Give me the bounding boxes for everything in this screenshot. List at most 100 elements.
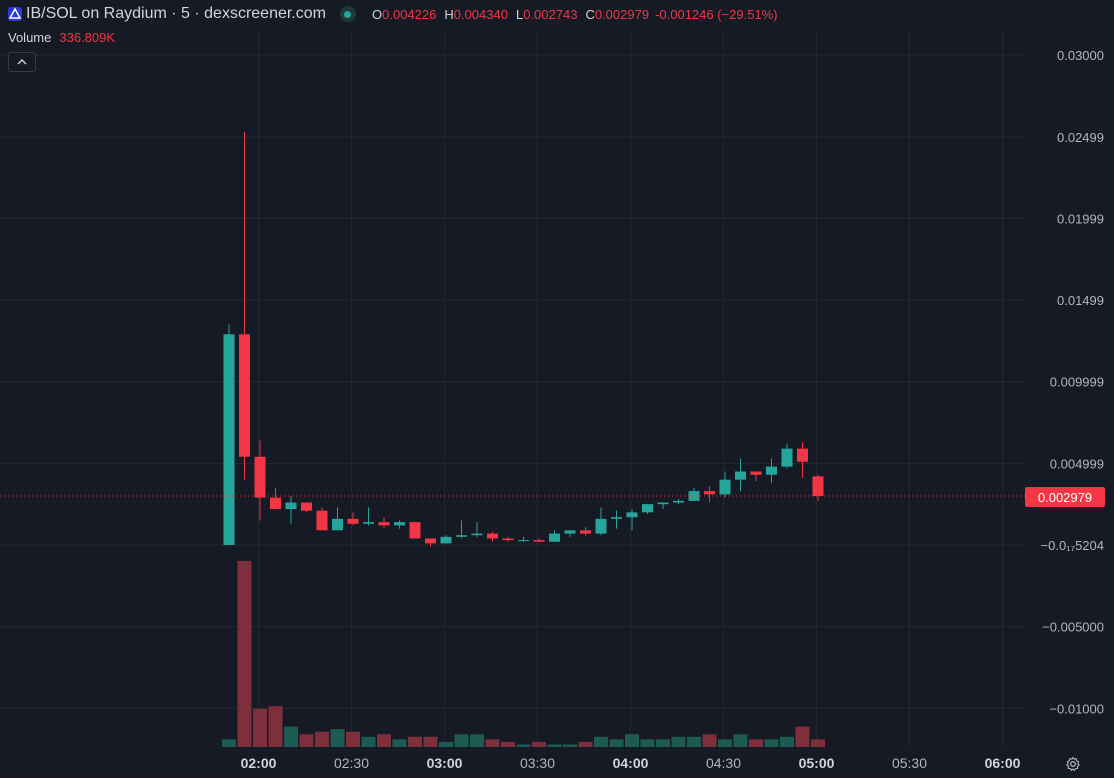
candle [642,504,653,514]
candle-body [270,497,281,510]
candle [487,531,498,542]
candle [363,507,374,526]
open-value: 0.004226 [382,6,437,22]
candle [285,496,297,524]
y-tick-label: 0.009999 [1050,375,1104,390]
gear-icon [1066,756,1080,771]
volume-bar [392,739,407,747]
candle-body [518,540,529,542]
volume-bar [268,706,283,747]
candle-body [580,530,591,534]
candle [564,530,576,537]
volume-bar [687,736,701,747]
volume-bar [609,739,624,747]
x-tick-label: 03:30 [520,755,555,771]
chevron-up-icon [17,59,27,65]
candle [409,522,421,539]
volume-bar [501,741,515,747]
candle [750,471,762,482]
ohlc-readout: O 0.004226 H 0.004340 L 0.002743 C 0.002979 … [372,7,778,22]
candle [456,520,467,539]
volume-bar [222,739,236,747]
candle [626,509,638,531]
volume-bar [656,739,670,747]
volume-bar [377,734,391,747]
volume-bar [795,726,810,747]
raydium-logo-icon [8,7,22,21]
candle-body [456,535,467,537]
candle-body [254,456,266,498]
candle-body [425,538,436,544]
volume-bar [454,734,469,747]
candle [812,474,824,501]
chart-header: IB/SOL on Raydium · 5 · dexscreener.com … [8,4,778,24]
collapse-legend-button[interactable] [8,52,36,72]
candle-body [657,502,669,505]
volume-bar [330,729,345,747]
current-price-tag: 0.002979 [1025,487,1105,507]
y-tick-label: 0.03000 [1057,48,1104,63]
candle [611,510,622,529]
candle [549,530,560,542]
volume-value: 336.809K [59,30,116,45]
candle-body [409,522,421,539]
high-value: 0.004340 [453,6,508,22]
volume-bar [408,736,422,747]
candle-body [239,334,250,457]
volume-bar [532,741,546,747]
candle [518,536,529,542]
candle-body [781,448,793,467]
x-tick-label: 02:30 [334,755,369,771]
high-label: H [444,6,454,22]
candle-body [549,533,560,542]
volume-readout: Volume 336.809K [8,30,115,45]
candle-body [766,466,777,475]
y-tick-label: 0.01499 [1057,293,1104,308]
candle-body [223,334,235,545]
volume-bar [470,734,484,747]
open-label: O [371,6,383,22]
candle [580,527,591,536]
candle [378,517,390,529]
candle-body [363,522,374,524]
x-tick-label: 02:00 [241,755,277,771]
candle [704,486,715,503]
candle [781,443,793,469]
candle-body [440,536,452,544]
volume-bar [284,726,298,747]
candle [595,507,607,536]
x-tick-label: 04:00 [613,755,649,771]
candle-body [301,502,312,511]
candle-body [750,471,762,475]
volume-bar [253,708,267,747]
candle [332,507,343,531]
candle [223,324,235,545]
y-tick-label: 0.02499 [1057,130,1104,145]
candle-body [673,500,684,503]
candle-body [332,518,343,531]
pair-title: IB/SOL on Raydium · 5 · dexscreener.com [26,5,326,22]
candle-body [378,522,390,526]
candle-body [611,517,622,519]
volume-bar [516,744,531,747]
x-tick-label: 06:00 [985,755,1021,771]
close-value: 0.002979 [594,6,650,22]
candle-body [564,530,576,534]
volume-bar [578,741,593,747]
y-tick-label: −0.0₁₇5204 [1041,538,1104,553]
candle-body [487,533,498,539]
candle [254,440,266,521]
settings-button[interactable] [1064,755,1082,773]
candle-body [347,518,359,524]
y-tick-label: −0.01000 [1049,701,1104,716]
candle [425,538,436,547]
volume-bar [485,739,500,747]
candle [688,487,700,501]
candle [533,538,545,542]
x-tick-label: 03:00 [427,755,463,771]
volume-bar [346,731,360,747]
y-tick-label: −0.005000 [1042,620,1104,635]
candle-body [533,540,545,542]
candle-body [502,538,514,541]
